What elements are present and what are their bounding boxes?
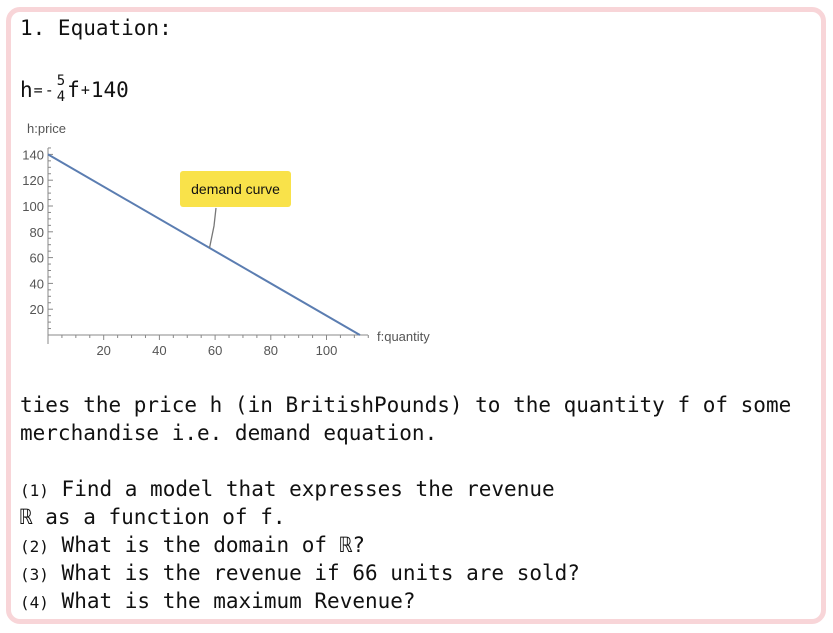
demand-equation: h = - 5 4 f + 140 (20, 74, 129, 105)
eq-variable: f (67, 77, 80, 102)
x-tick-label: 20 (96, 343, 110, 358)
demand-line (47, 153, 361, 336)
demand-chart: 20 40 60 80 100 20 40 60 80 100 120 140 h:price f:qua… (22, 121, 430, 358)
x-tick-label: 100 (316, 343, 338, 358)
eq-lhs: h (20, 77, 33, 102)
question-4-text: What is the maximum Revenue? (48, 589, 416, 613)
x-axis-label: f:quantity (377, 329, 430, 344)
callout-box (180, 171, 291, 207)
y-tick-label: 20 (30, 302, 44, 317)
question-2: (2) What is the domain of ℝ? (20, 531, 365, 561)
callout-label: demand curve (191, 181, 280, 197)
y-tick-label: 120 (22, 173, 44, 188)
question-1-number: (1) (20, 481, 49, 500)
eq-constant: 140 (90, 77, 129, 102)
question-3-text: What is the revenue if 66 units are sold… (48, 561, 580, 585)
question-4: (4) What is the maximum Revenue? (20, 587, 416, 617)
cell-frame (6, 7, 826, 624)
y-tick-label: 100 (22, 199, 44, 214)
question-1-text: Find a model that expresses the revenue (48, 477, 555, 501)
question-1-continued: ℝ as a function of f. (20, 505, 286, 529)
question-2-number: (2) (20, 537, 49, 556)
x-tick-label: 80 (264, 343, 278, 358)
eq-equals: = (33, 80, 43, 99)
question-3: (3) What is the revenue if 66 units are … (20, 559, 580, 589)
x-tick-label: 40 (152, 343, 166, 358)
description-line-1: ties the price h (in BritishPounds) to t… (20, 393, 792, 417)
eq-denominator: 4 (56, 89, 66, 105)
y-tick-label: 80 (30, 225, 44, 240)
question-2-text: What is the domain of ℝ? (48, 533, 365, 557)
y-tick-label: 60 (30, 251, 44, 266)
eq-fraction: 5 4 (57, 74, 65, 105)
y-tick-label: 140 (22, 147, 44, 162)
problem-heading: 1. Equation: (20, 16, 172, 40)
x-tick-label: 60 (208, 343, 222, 358)
question-3-number: (3) (20, 565, 49, 584)
eq-plus: + (80, 80, 90, 99)
question-1: (1) Find a model that expresses the reve… (20, 475, 555, 505)
y-tick-label: 40 (30, 276, 44, 291)
description-line-2: merchandise i.e. demand equation. (20, 421, 438, 445)
question-4-number: (4) (20, 593, 49, 612)
eq-numerator: 5 (56, 73, 66, 89)
eq-minus: - (44, 80, 54, 99)
callout-pointer (208, 207, 217, 249)
y-axis-label: h:price (27, 121, 66, 136)
